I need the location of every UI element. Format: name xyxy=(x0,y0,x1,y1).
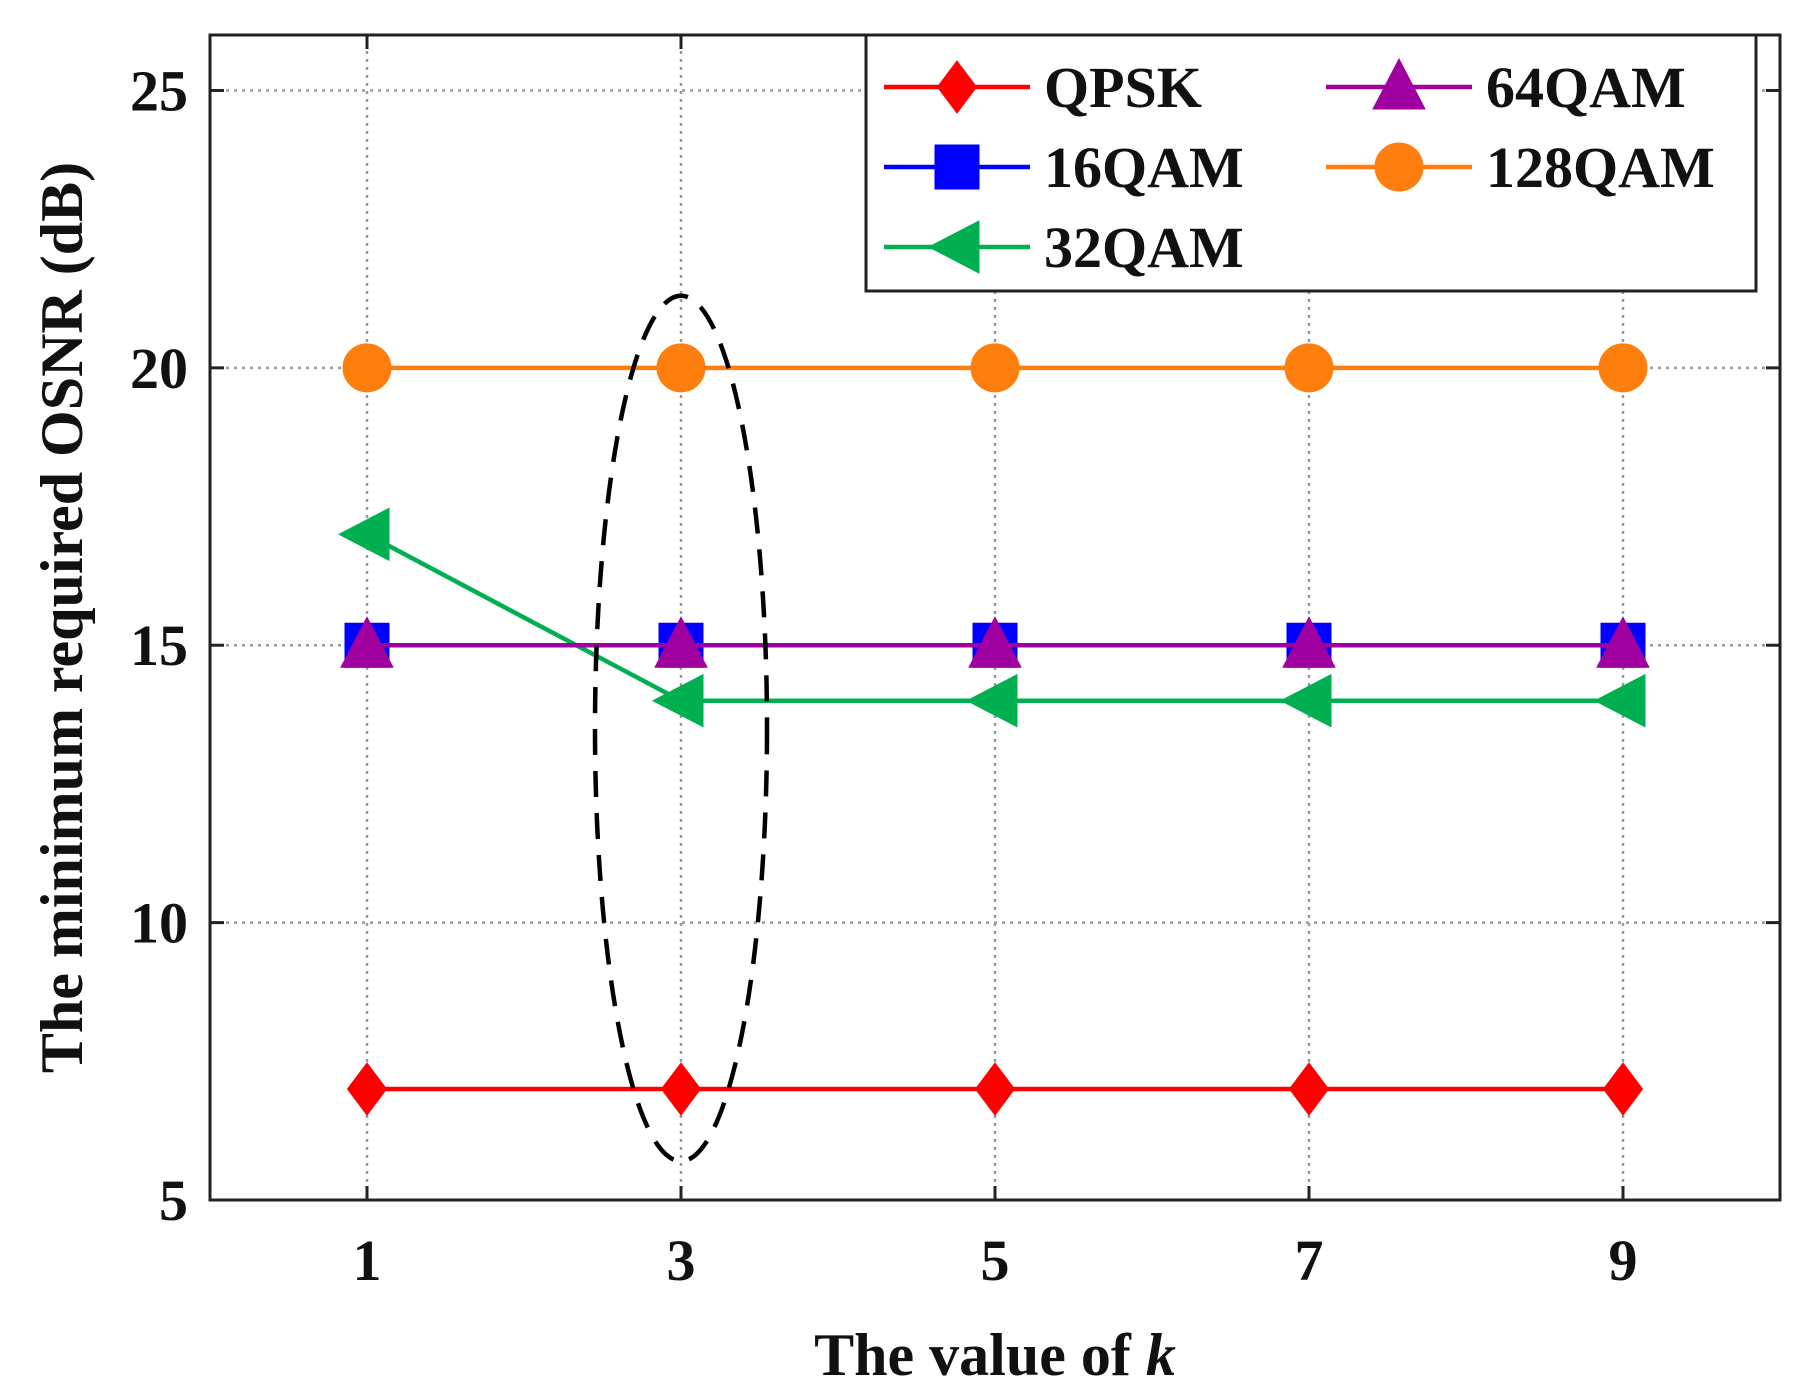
series-layer xyxy=(337,343,1650,1116)
data-point-128qam xyxy=(1284,343,1334,393)
x-axis-label-text: The value of xyxy=(814,1322,1146,1388)
legend-label: 128QAM xyxy=(1486,135,1715,200)
data-point-64qam xyxy=(340,616,394,668)
data-point-32qam xyxy=(1279,673,1332,728)
y-tick-label: 10 xyxy=(130,891,188,956)
legend-label: 64QAM xyxy=(1486,55,1686,120)
series-qpsk xyxy=(346,1062,1644,1116)
data-point-128qam xyxy=(1598,343,1648,393)
data-point-128qam xyxy=(342,343,392,393)
data-point-32qam xyxy=(1593,673,1646,728)
legend-marker xyxy=(936,60,978,114)
data-point-64qam xyxy=(968,616,1022,668)
data-point-qpsk xyxy=(1602,1062,1644,1116)
data-point-32qam xyxy=(651,673,704,728)
data-point-qpsk xyxy=(660,1062,702,1116)
y-axis-label: The minimum required OSNR (dB) xyxy=(29,162,95,1073)
legend-label: 32QAM xyxy=(1044,215,1244,280)
data-point-32qam xyxy=(965,673,1018,728)
y-tick-label: 20 xyxy=(130,336,188,401)
dashed-ellipse xyxy=(592,293,770,1164)
legend-item-qpsk: QPSK xyxy=(884,55,1202,120)
legend-item-64qam: 64QAM xyxy=(1326,55,1686,120)
y-tick-label: 5 xyxy=(159,1168,188,1233)
y-tick-label: 15 xyxy=(130,613,188,678)
x-tick-label: 9 xyxy=(1609,1228,1638,1293)
legend: QPSK 16QAM 32QAM 64QAM 128QAM xyxy=(864,33,1758,293)
data-point-128qam xyxy=(970,343,1020,393)
legend-item-32qam: 32QAM xyxy=(884,215,1244,280)
legend-marker xyxy=(1374,142,1424,192)
data-point-qpsk xyxy=(1288,1062,1330,1116)
legend-marker xyxy=(1372,57,1426,110)
x-tick-label: 7 xyxy=(1295,1228,1324,1293)
x-axis-label-variable: k xyxy=(1146,1322,1176,1388)
legend-label: 16QAM xyxy=(1044,135,1244,200)
legend-item-16qam: 16QAM xyxy=(884,135,1244,200)
series-64qam xyxy=(340,616,1650,668)
annotation-ellipse xyxy=(592,293,770,1164)
legend-item-128qam: 128QAM xyxy=(1326,135,1715,200)
data-point-64qam xyxy=(1282,616,1336,668)
y-tick-label: 25 xyxy=(130,58,188,123)
x-tick-label: 3 xyxy=(667,1228,696,1293)
series-32qam xyxy=(337,507,1646,728)
data-point-qpsk xyxy=(346,1062,388,1116)
x-axis-label: The value of k xyxy=(814,1322,1176,1388)
data-point-128qam xyxy=(656,343,706,393)
data-point-64qam xyxy=(1596,616,1650,668)
ticks: 1 3 5 7 9 5 10 15 20 25 xyxy=(130,35,1780,1293)
legend-marker xyxy=(934,144,980,190)
series-128qam xyxy=(342,343,1648,393)
data-point-qpsk xyxy=(974,1062,1016,1116)
annotation-layer xyxy=(592,293,770,1164)
x-tick-label: 1 xyxy=(353,1228,382,1293)
data-point-64qam xyxy=(654,616,708,668)
data-point-32qam xyxy=(337,507,390,562)
legend-marker xyxy=(927,220,980,274)
x-tick-label: 5 xyxy=(981,1228,1010,1293)
legend-label: QPSK xyxy=(1044,55,1202,120)
